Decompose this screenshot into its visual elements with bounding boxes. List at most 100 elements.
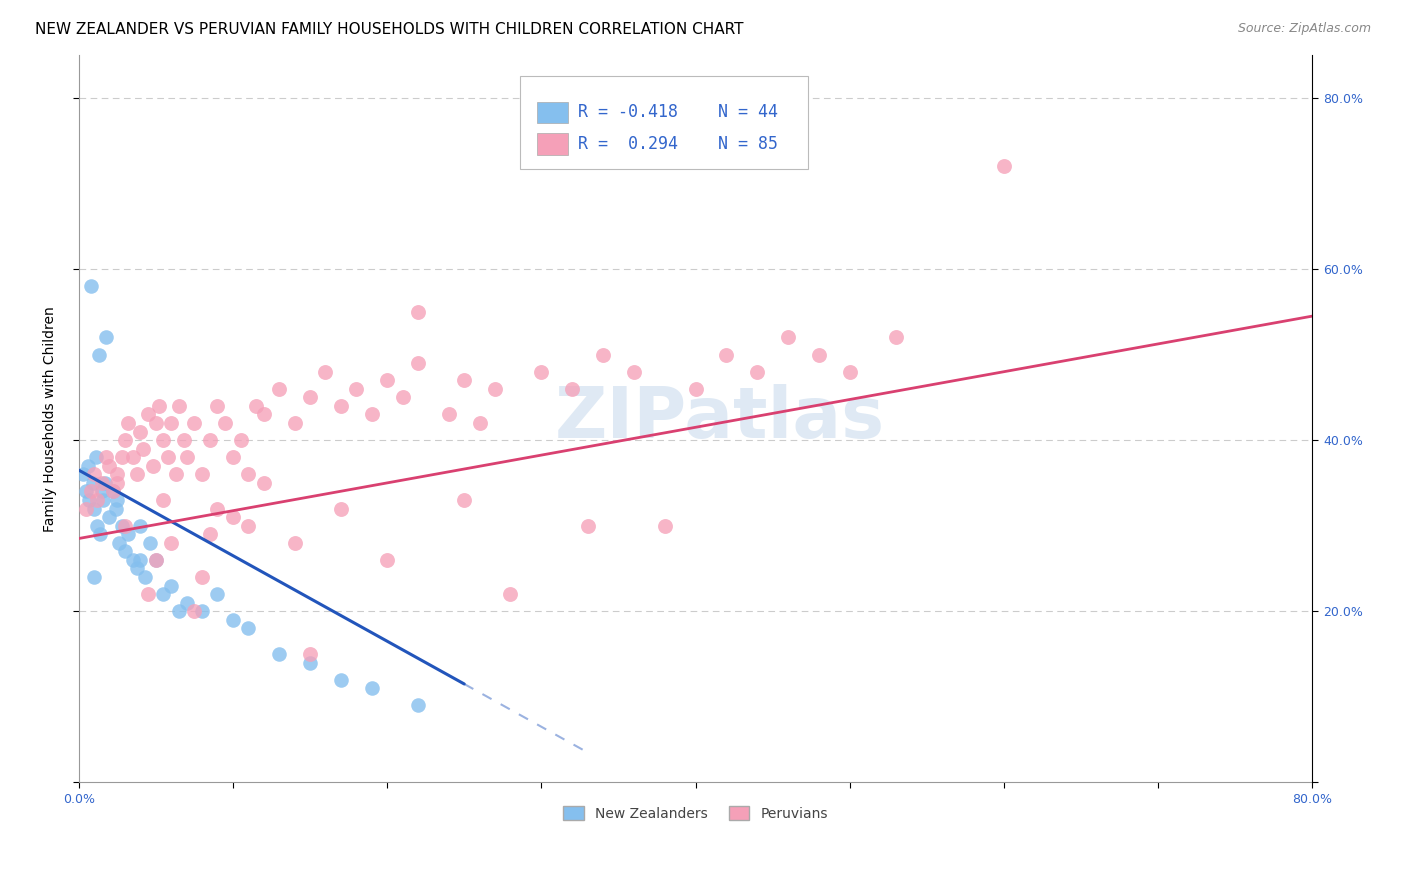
Point	[90, 484, 112, 499]
Point	[360, 408, 382, 422]
Point	[117, 527, 139, 541]
Point	[83, 570, 105, 584]
Point	[127, 561, 149, 575]
Point	[344, 382, 367, 396]
Point	[157, 450, 180, 465]
Point	[269, 647, 291, 661]
Point	[406, 698, 429, 713]
Point	[484, 382, 506, 396]
Point	[152, 433, 174, 447]
Point	[114, 518, 136, 533]
Point	[375, 553, 398, 567]
Text: Source: ZipAtlas.com: Source: ZipAtlas.com	[1237, 22, 1371, 36]
Point	[165, 467, 187, 482]
Point	[145, 553, 167, 567]
Point	[79, 493, 101, 508]
Point	[198, 433, 221, 447]
Point	[191, 604, 214, 618]
Point	[160, 578, 183, 592]
Point	[437, 408, 460, 422]
Point	[152, 587, 174, 601]
Text: ZIPatlas: ZIPatlas	[555, 384, 886, 453]
Point	[114, 544, 136, 558]
Point	[98, 458, 121, 473]
Point	[138, 536, 160, 550]
Point	[129, 518, 152, 533]
Point	[468, 416, 491, 430]
Point	[152, 493, 174, 508]
Text: R = -0.418    N = 44: R = -0.418 N = 44	[578, 103, 778, 121]
Point	[77, 458, 100, 473]
Point	[86, 518, 108, 533]
Point	[105, 493, 128, 508]
Point	[360, 681, 382, 696]
Point	[173, 433, 195, 447]
Point	[75, 501, 97, 516]
Point	[329, 501, 352, 516]
Point	[838, 365, 860, 379]
Point	[148, 399, 170, 413]
Point	[253, 408, 276, 422]
Point	[207, 399, 229, 413]
Point	[145, 416, 167, 430]
Point	[884, 330, 907, 344]
Point	[142, 458, 165, 473]
Point	[129, 425, 152, 439]
Point	[406, 305, 429, 319]
Point	[778, 330, 800, 344]
Point	[222, 613, 245, 627]
Point	[375, 373, 398, 387]
Point	[222, 450, 245, 465]
Point	[183, 416, 205, 430]
Point	[298, 656, 321, 670]
Point	[132, 442, 155, 456]
Point	[229, 433, 252, 447]
Y-axis label: Family Households with Children: Family Households with Children	[44, 306, 58, 532]
Point	[207, 587, 229, 601]
Point	[105, 475, 128, 490]
Point	[127, 467, 149, 482]
Point	[101, 484, 124, 499]
Point	[72, 467, 94, 482]
Point	[94, 475, 117, 490]
Point	[253, 475, 276, 490]
Point	[89, 527, 111, 541]
Point	[160, 416, 183, 430]
Point	[623, 365, 645, 379]
Point	[284, 416, 307, 430]
Point	[75, 484, 97, 499]
Point	[654, 518, 676, 533]
Legend: New Zealanders, Peruvians: New Zealanders, Peruvians	[558, 800, 834, 826]
Point	[121, 553, 143, 567]
Point	[198, 527, 221, 541]
Point	[561, 382, 583, 396]
Point	[114, 433, 136, 447]
Point	[111, 518, 134, 533]
Point	[136, 408, 159, 422]
Point	[576, 518, 599, 533]
Point	[245, 399, 267, 413]
Point	[111, 450, 134, 465]
Text: NEW ZEALANDER VS PERUVIAN FAMILY HOUSEHOLDS WITH CHILDREN CORRELATION CHART: NEW ZEALANDER VS PERUVIAN FAMILY HOUSEHO…	[35, 22, 744, 37]
Point	[80, 484, 103, 499]
Point	[83, 467, 105, 482]
Point	[91, 493, 114, 508]
Point	[101, 484, 124, 499]
Point	[183, 604, 205, 618]
Point	[453, 373, 475, 387]
Point	[160, 536, 183, 550]
Point	[191, 467, 214, 482]
Point	[84, 450, 107, 465]
Point	[214, 416, 236, 430]
Point	[176, 450, 198, 465]
Point	[329, 399, 352, 413]
Point	[83, 501, 105, 516]
Point	[105, 467, 128, 482]
Point	[807, 348, 830, 362]
Point	[716, 348, 738, 362]
Point	[107, 536, 129, 550]
Point	[145, 553, 167, 567]
Point	[86, 493, 108, 508]
Point	[117, 416, 139, 430]
Point	[90, 475, 112, 490]
